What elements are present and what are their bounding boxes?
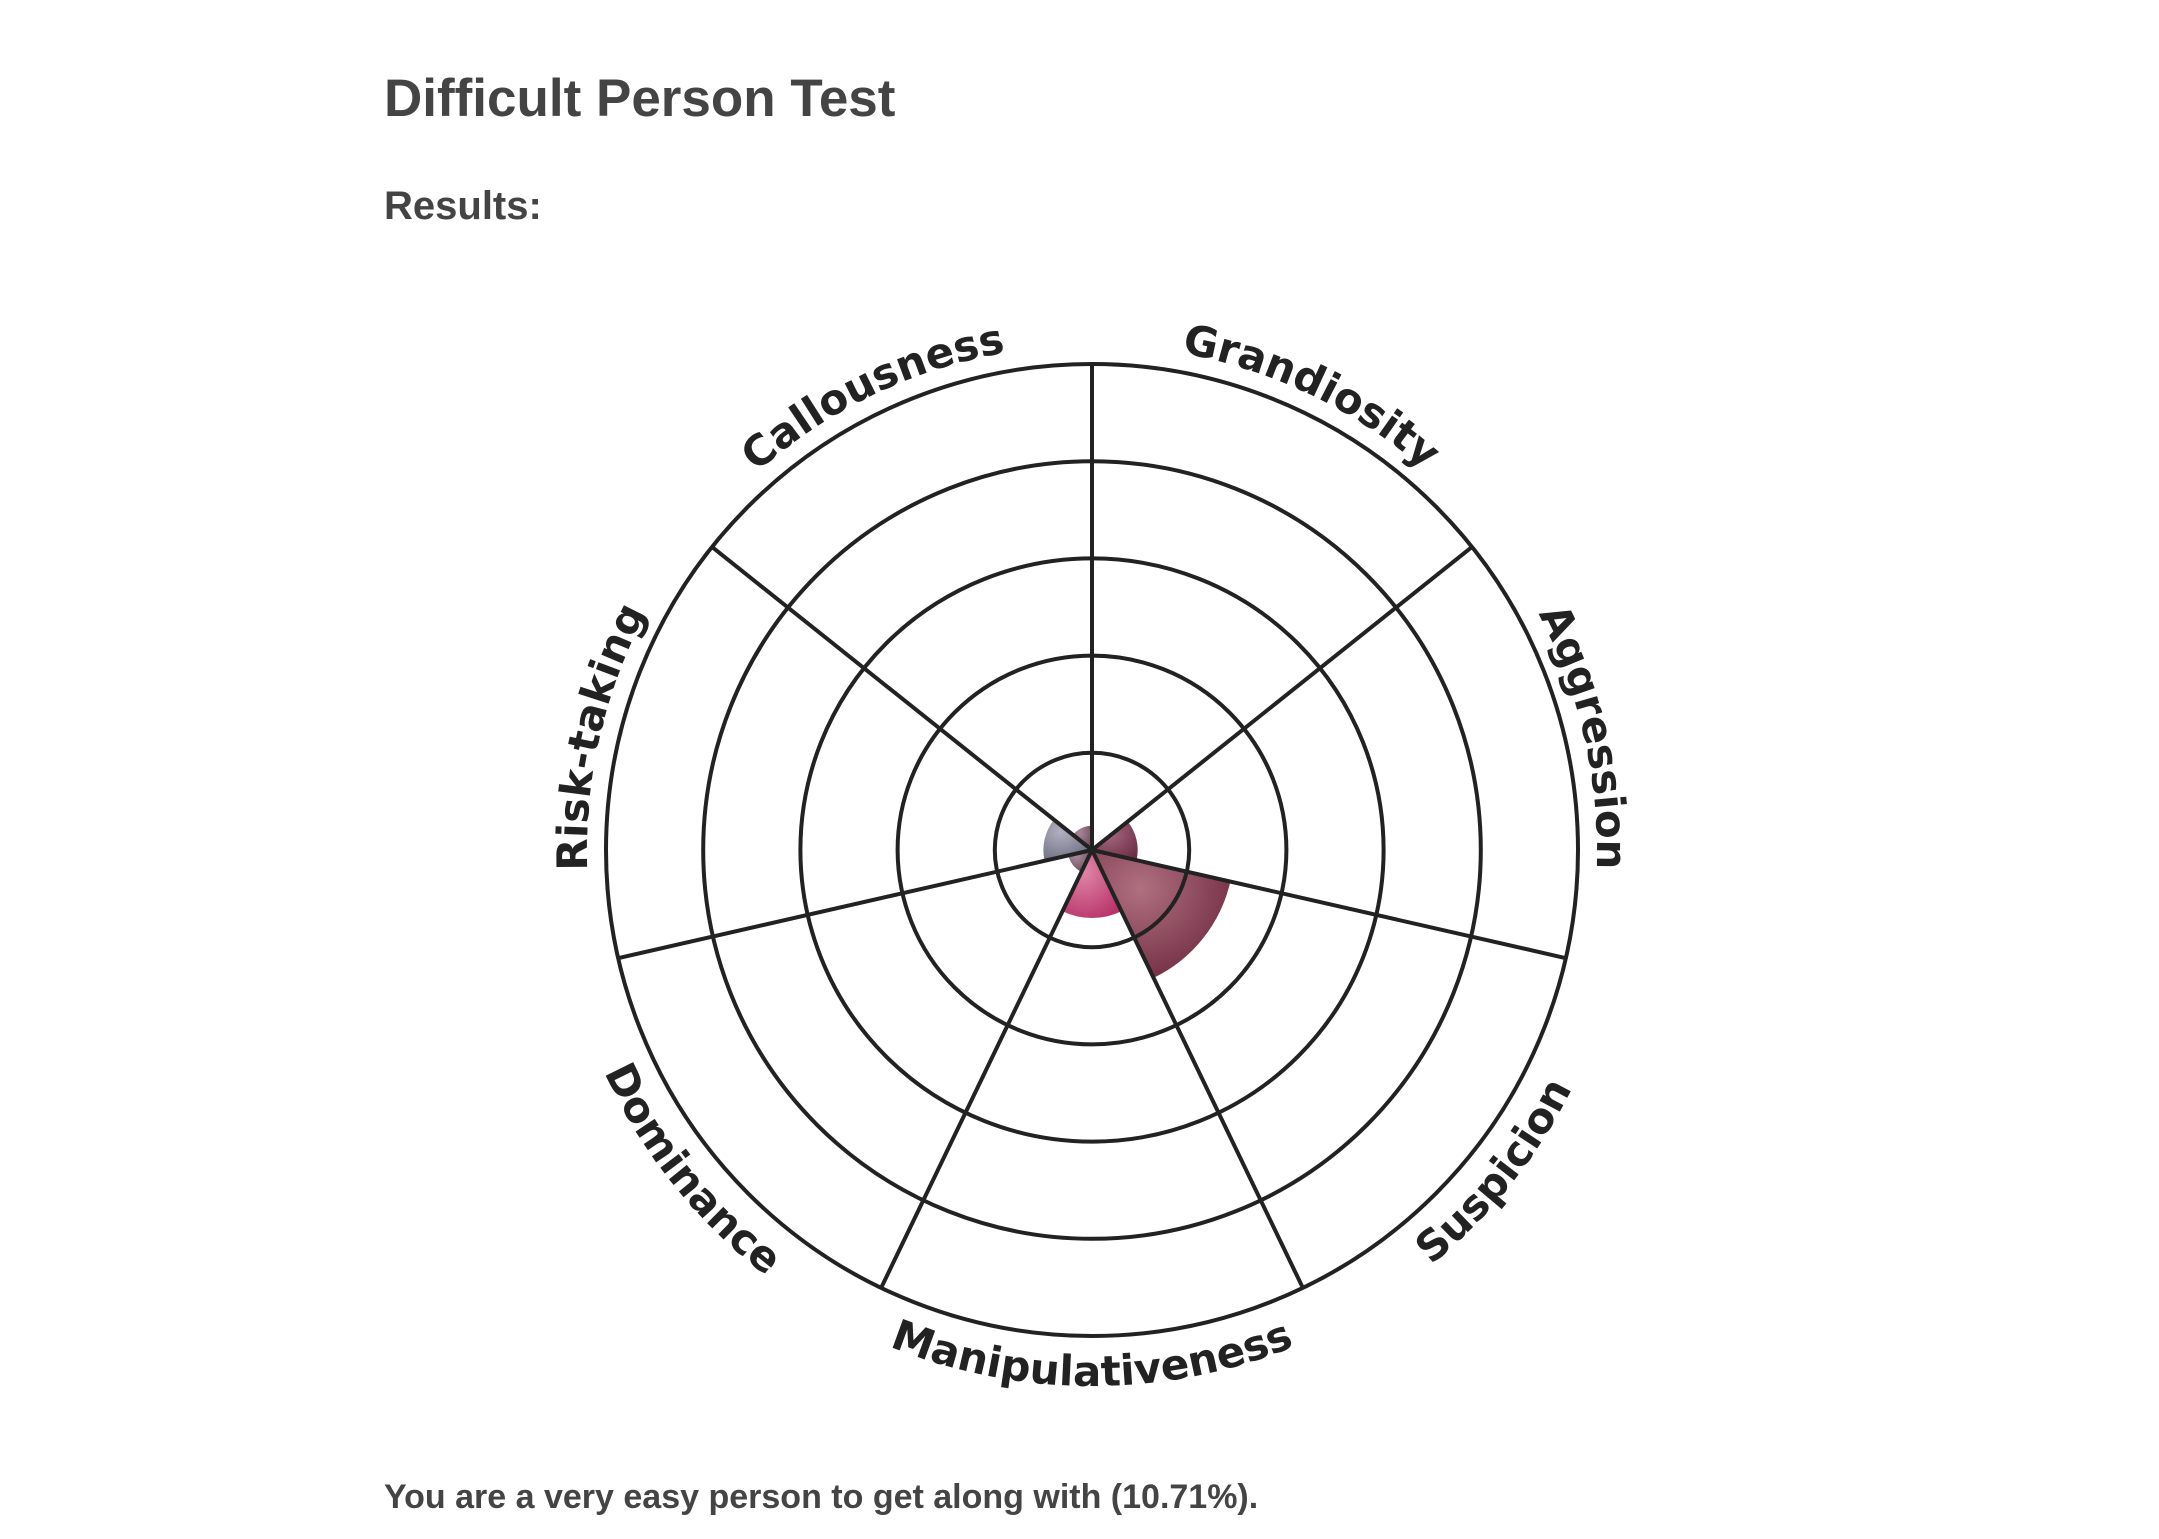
category-label-dominance: Dominance [595, 1055, 791, 1284]
category-label-manipulativeness: Manipulativeness [886, 1310, 1299, 1396]
grid-spoke [879, 849, 1094, 1289]
grid-spoke [710, 545, 1094, 852]
category-label-grandiosity: Grandiosity [1179, 315, 1450, 478]
wedges-layer [1043, 819, 1231, 978]
wedge-manipulativeness [1062, 850, 1122, 919]
grid-spoke [617, 848, 1093, 961]
result-summary: You are a very easy person to get along … [384, 1478, 1259, 1516]
category-label-risk-taking: Risk-taking [548, 595, 655, 871]
category-label-suspicion: Suspicion [1406, 1070, 1581, 1273]
category-label-callousness: Callousness [732, 314, 1008, 480]
grid-layer [604, 362, 1580, 1338]
wedge-suspicion [1092, 850, 1231, 978]
grid-spoke [1090, 545, 1474, 852]
grid-spoke [1091, 848, 1567, 961]
wedge-aggression [1092, 821, 1138, 861]
wedge-risk-taking [1043, 819, 1092, 861]
page-title: Difficult Person Test [384, 69, 896, 128]
grid-spoke [1090, 849, 1305, 1289]
results-heading: Results: [384, 184, 542, 228]
category-label-aggression: Aggression [1530, 596, 1637, 869]
